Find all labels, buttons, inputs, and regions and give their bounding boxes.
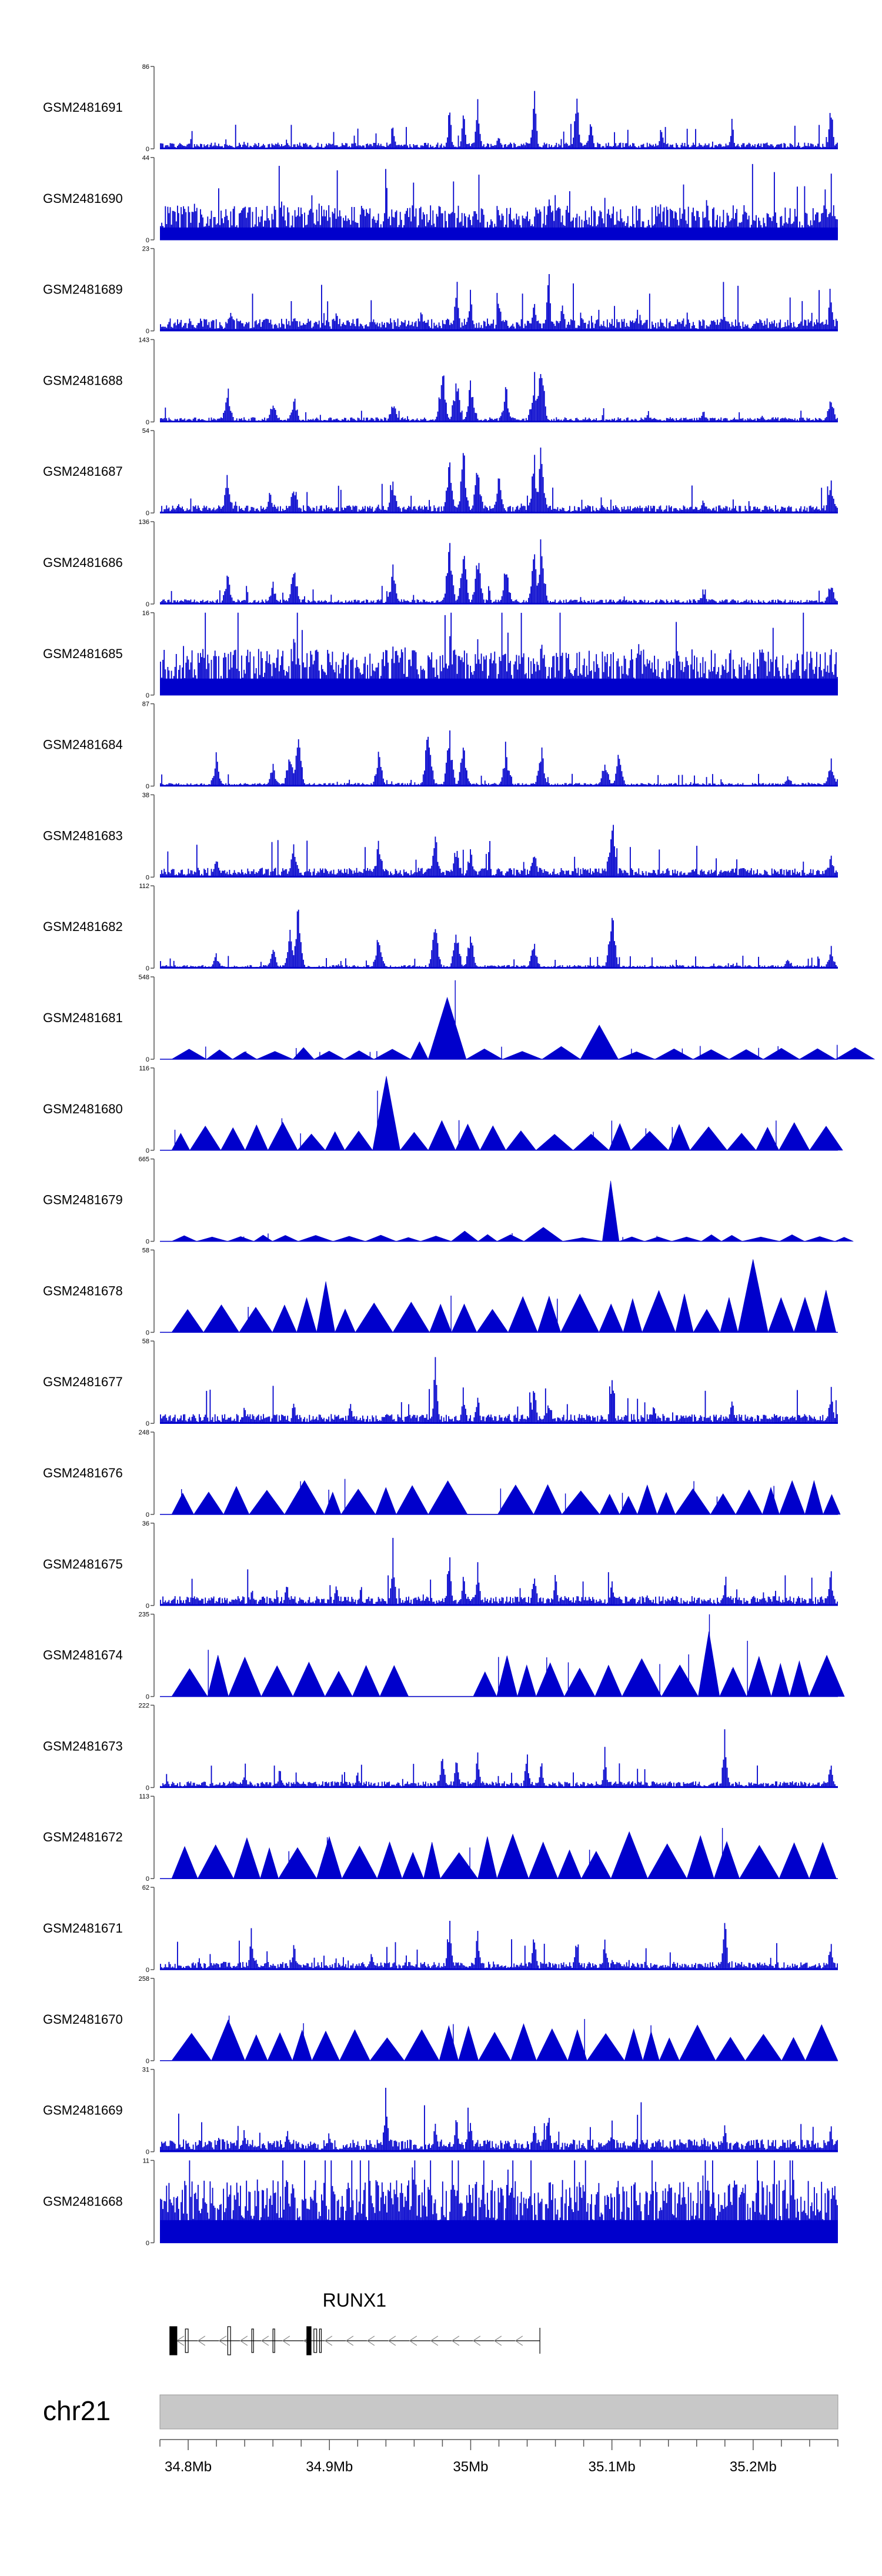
track-GSM2481691: GSM2481691 86 0 bbox=[43, 64, 838, 153]
y-max-label: 38 bbox=[142, 792, 149, 799]
track-label: GSM2481689 bbox=[43, 282, 123, 297]
y-max-label: 87 bbox=[142, 701, 149, 708]
series bbox=[160, 539, 838, 604]
track-label: GSM2481684 bbox=[43, 738, 123, 752]
baseline-band bbox=[160, 603, 838, 604]
track-label: GSM2481685 bbox=[43, 646, 123, 661]
y-max-label: 54 bbox=[142, 428, 149, 435]
track-label: GSM2481687 bbox=[43, 464, 123, 479]
track-GSM2481685: GSM2481685 16 0 bbox=[43, 610, 838, 699]
y-max-label: 136 bbox=[139, 519, 149, 526]
track-label: GSM2481688 bbox=[43, 373, 123, 388]
y-min-label: 0 bbox=[146, 783, 149, 790]
series bbox=[160, 274, 838, 331]
baseline-band bbox=[160, 329, 838, 331]
y-max-label: 16 bbox=[142, 610, 149, 617]
baseline-band bbox=[160, 227, 838, 240]
series bbox=[160, 163, 838, 240]
track-GSM2481684: GSM2481684 87 0 bbox=[43, 701, 838, 790]
track-GSM2481686: GSM2481686 136 0 bbox=[43, 519, 838, 608]
y-max-label: 86 bbox=[142, 64, 149, 71]
series bbox=[160, 730, 838, 786]
track-GSM2481688: GSM2481688 143 0 bbox=[43, 336, 838, 426]
y-min-label: 0 bbox=[146, 146, 149, 153]
baseline-band bbox=[160, 421, 838, 422]
track-GSM2481683: GSM2481683 38 0 bbox=[43, 792, 838, 881]
y-max-label: 44 bbox=[142, 155, 149, 162]
baseline-band bbox=[160, 678, 838, 695]
series bbox=[160, 825, 838, 877]
series bbox=[160, 372, 838, 422]
track-label: GSM2481690 bbox=[43, 191, 123, 206]
track-label: GSM2481686 bbox=[43, 555, 123, 570]
y-min-label: 0 bbox=[146, 601, 149, 608]
track-label: GSM2481683 bbox=[43, 828, 123, 843]
baseline-band bbox=[160, 785, 838, 786]
y-max-label: 143 bbox=[139, 336, 149, 343]
y-min-label: 0 bbox=[146, 692, 149, 699]
baseline-band bbox=[160, 148, 838, 149]
y-max-label: 23 bbox=[142, 246, 149, 253]
y-min-label: 0 bbox=[146, 419, 149, 426]
track-GSM2481690: GSM2481690 44 0 bbox=[43, 155, 838, 244]
y-min-label: 0 bbox=[146, 237, 149, 244]
series bbox=[160, 91, 838, 149]
track-GSM2481687: GSM2481687 54 0 bbox=[43, 428, 838, 517]
series bbox=[160, 612, 838, 695]
y-min-label: 0 bbox=[146, 510, 149, 517]
track-label: GSM2481691 bbox=[43, 100, 123, 115]
coverage-tracks: GSM2481691860GSM2481690440GSM2481689230G… bbox=[43, 64, 876, 2247]
y-min-label: 0 bbox=[146, 874, 149, 881]
track-GSM2481689: GSM2481689 23 0 bbox=[43, 246, 838, 335]
baseline-band bbox=[160, 876, 838, 877]
baseline-band bbox=[160, 512, 838, 513]
y-min-label: 0 bbox=[146, 328, 149, 335]
series bbox=[160, 448, 838, 513]
